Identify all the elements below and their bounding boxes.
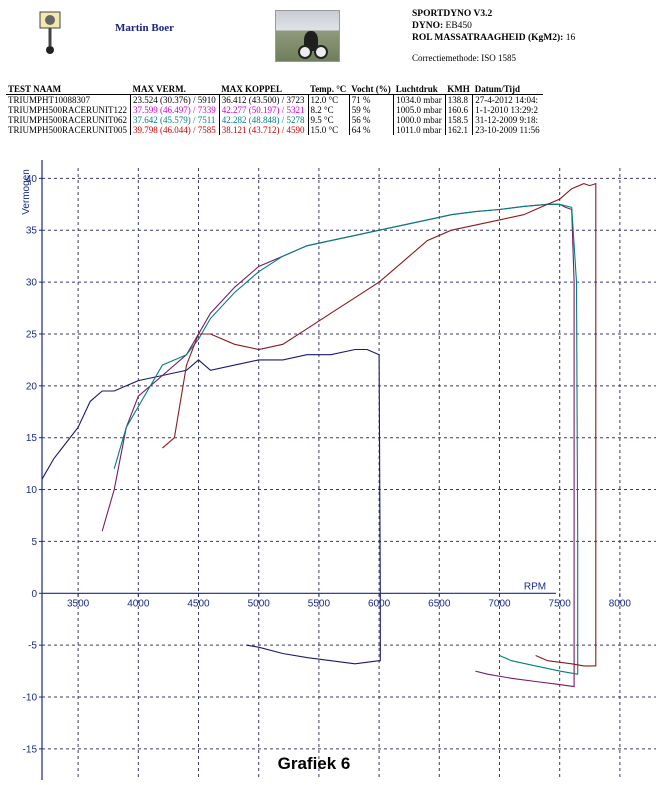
table-cell: 56 %	[348, 115, 394, 125]
dyno-logo-icon	[36, 10, 64, 56]
y-tick-label: 25	[26, 329, 38, 340]
chart-series	[41, 182, 597, 688]
table-cell: TRIUMPH500RACERUNIT062	[8, 115, 128, 125]
x-tick-label: 4000	[127, 598, 150, 609]
x-tick-label: 3500	[67, 598, 90, 609]
table-cell: TRIUMPH500RACERUNIT122	[8, 105, 128, 115]
table-cell: 31-12-2009 9:18:	[472, 115, 543, 125]
y-tick-label: 15	[26, 433, 38, 444]
table-row: TRIUMPHT10088307 23.524 (30.376) / 5910 36…	[6, 94, 543, 105]
x-axis-label: RPM	[524, 581, 546, 592]
series-line-3	[162, 182, 597, 667]
dyno-info: SPORTDYNO V3.2 DYNO: EB450 ROL MASSATRAA…	[412, 8, 575, 44]
table-row: TRIUMPH500RACERUNIT122 37.599 (46.497) / …	[6, 105, 543, 115]
chart-labels: -15 -10 -5 0 5 10 15 20 25 30 35 40 3500 4000 4500 5000…	[21, 169, 631, 773]
series-line-1	[101, 203, 575, 688]
table-header-cell: Vocht (%)	[349, 84, 394, 95]
x-tick-label: 4500	[187, 598, 210, 609]
table-cell: 37.599 (46.497) / 7339	[130, 105, 220, 115]
table-cell: 1034.0 mbar	[393, 94, 446, 105]
y-tick-label: -5	[28, 641, 37, 652]
y-tick-label: 5	[31, 537, 37, 548]
table-cell: 1-1-2010 13:29:2	[472, 105, 543, 115]
table-cell: 1011.0 mbar	[393, 125, 446, 135]
table-header-cell: Luchtdruk	[393, 84, 446, 95]
table-cell: 12.0 °C	[307, 94, 350, 105]
table-cell: 138.8	[444, 94, 473, 105]
table-cell: 59 %	[348, 105, 394, 115]
table-header-cell: Temp. °C	[308, 84, 350, 95]
motorcycle-photo	[275, 10, 340, 62]
table-cell: 23-10-2009 11:56	[472, 125, 543, 135]
x-tick-label: 5500	[308, 598, 331, 609]
table-cell: 15.0 °C	[307, 125, 350, 135]
table-cell: TRIUMPHT10088307	[8, 95, 91, 105]
table-header-cell: TEST NAAM	[6, 84, 131, 95]
chart-axes	[39, 160, 621, 780]
table-cell: 42.282 (48.848) / 5278	[218, 115, 309, 125]
series-line-2	[113, 203, 579, 675]
table-header-cell: Datum/Tijd	[472, 84, 543, 95]
correction-method: Correctiemethode: ISO 1585	[412, 53, 516, 63]
x-tick-label: 8000	[609, 598, 632, 609]
table-row: TRIUMPH500RACERUNIT005 39.798 (46.044) / …	[6, 125, 543, 135]
table-header-row: TEST NAAM MAX VERM. MAX KOPPEL Temp. °C Voch…	[6, 84, 543, 95]
table-cell: 158.5	[444, 115, 473, 125]
x-tick-label: 7000	[488, 598, 511, 609]
table-body: TRIUMPHT10088307 23.524 (30.376) / 5910 36…	[6, 94, 543, 135]
table-cell: 160.6	[444, 105, 473, 115]
y-tick-label: -15	[23, 744, 38, 755]
table-cell: 64 %	[348, 125, 394, 135]
y-tick-label: 0	[31, 589, 37, 600]
table-cell: 162.1	[444, 125, 473, 135]
chart-annotation: Grafiek 6	[278, 754, 351, 773]
y-tick-label: 40	[26, 174, 38, 185]
software-version: SPORTDYNO V3.2	[412, 9, 493, 19]
table-cell: 71 %	[348, 94, 394, 105]
test-table: TEST NAAM MAX VERM. MAX KOPPEL Temp. °C Voch…	[6, 84, 543, 135]
series-line-0	[41, 348, 381, 665]
table-cell: 9.5 °C	[307, 115, 350, 125]
chart-grid	[42, 168, 656, 780]
table-header-cell: MAX VERM.	[130, 84, 220, 95]
power-chart: -15 -10 -5 0 5 10 15 20 25 30 35 40 3500 4000 4500 5000…	[21, 160, 656, 780]
y-tick-label: 20	[26, 381, 38, 392]
table-cell: 37.642 (45.579) / 7511	[130, 115, 220, 125]
table-row: TRIUMPH500RACERUNIT062 37.642 (45.579) / …	[6, 115, 543, 125]
table-cell: 23.524 (30.376) / 5910	[130, 94, 220, 105]
table-cell: 42.277 (50.197) / 5321	[218, 105, 309, 115]
table-cell: 27-4-2012 14:04:	[472, 94, 543, 105]
x-tick-label: 7500	[549, 598, 572, 609]
x-tick-label: 6500	[428, 598, 451, 609]
dyno-label: DYNO:	[412, 21, 444, 31]
dyno-value: EB450	[445, 21, 472, 31]
x-tick-label: 6000	[368, 598, 391, 609]
table-cell: 1000.0 mbar	[393, 115, 446, 125]
table-cell: 36.412 (43.500) / 3723	[218, 94, 309, 105]
y-axis-label: Vermogen	[21, 169, 32, 215]
table-cell: 39.798 (46.044) / 7585	[130, 125, 220, 135]
inertia-value: 16	[565, 33, 576, 43]
x-tick-label: 5000	[248, 598, 271, 609]
table-cell: 1005.0 mbar	[393, 105, 446, 115]
table-header-cell: MAX KOPPEL	[219, 84, 309, 95]
table-cell: TRIUMPH500RACERUNIT005	[8, 125, 128, 135]
table-header-cell: KMH	[445, 84, 473, 95]
y-tick-label: 30	[26, 278, 38, 289]
table-cell: 8.2 °C	[307, 105, 350, 115]
y-tick-label: 10	[26, 485, 38, 496]
inertia-label: ROL MASSATRAAGHEID (KgM2):	[412, 33, 564, 43]
y-tick-label: 35	[26, 226, 38, 237]
operator-name: Martin Boer	[115, 22, 174, 34]
y-tick-label: -10	[23, 693, 38, 704]
table-cell: 38.121 (43.712) / 4590	[218, 125, 309, 135]
